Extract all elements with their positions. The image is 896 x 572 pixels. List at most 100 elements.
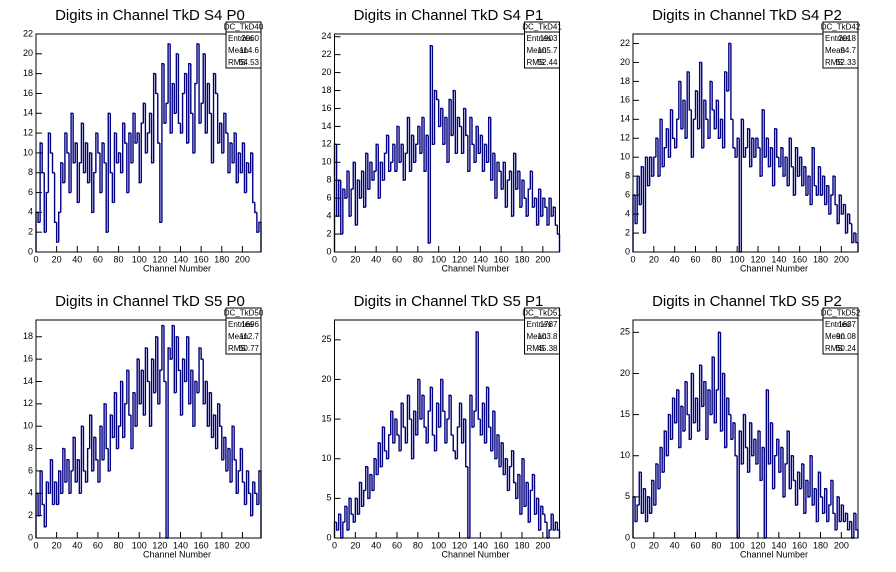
histogram-bin bbox=[163, 325, 167, 383]
histogram-bin bbox=[669, 109, 673, 158]
x-tick-label: 140 bbox=[771, 254, 786, 264]
stats-value: 1903 bbox=[540, 34, 558, 43]
histogram-bin bbox=[204, 380, 208, 404]
stats-value: 105.7 bbox=[537, 46, 558, 55]
histogram-bin bbox=[798, 472, 802, 490]
histogram-bin bbox=[103, 403, 107, 460]
histogram-bin bbox=[813, 147, 817, 187]
histogram-bin bbox=[177, 336, 181, 372]
histogram-bin bbox=[475, 125, 479, 163]
stats-value: 2060 bbox=[241, 34, 259, 43]
histogram-bin bbox=[523, 458, 527, 507]
histogram-bin bbox=[157, 93, 160, 144]
x-tick-label: 100 bbox=[431, 540, 446, 550]
histogram-bin bbox=[337, 513, 341, 531]
x-axis-label: Channel Number bbox=[740, 263, 808, 273]
histogram-panel: Digits in Channel TkD S5 P1 0 5 10 15 20 25 0 20… bbox=[321, 293, 562, 559]
histogram-bin bbox=[404, 152, 408, 181]
histogram-bin bbox=[177, 53, 181, 124]
histogram-bin bbox=[367, 153, 370, 190]
histogram-bin bbox=[247, 470, 251, 494]
x-tick-label: 160 bbox=[494, 540, 509, 550]
histogram-bin bbox=[239, 447, 243, 471]
histogram-bin bbox=[776, 128, 779, 158]
histogram-bin bbox=[726, 71, 729, 92]
x-tick-label: 20 bbox=[649, 254, 659, 264]
histogram-bin bbox=[142, 370, 146, 416]
histogram-bin bbox=[678, 80, 681, 120]
chart-title: Digits in Channel TkD S4 P2 bbox=[652, 7, 842, 24]
histogram-bin bbox=[379, 161, 383, 199]
histogram-bin bbox=[179, 123, 183, 134]
histogram-bin bbox=[788, 431, 792, 490]
histogram-bin bbox=[58, 470, 61, 505]
x-tick-label: 100 bbox=[730, 540, 745, 550]
stats-name: DC_TkD50 bbox=[224, 309, 264, 318]
x-tick-label: 40 bbox=[670, 254, 680, 264]
histogram-bin bbox=[481, 402, 485, 435]
x-tick-label: 20 bbox=[649, 540, 659, 550]
histogram-bin bbox=[523, 180, 527, 199]
histogram-bin bbox=[502, 442, 506, 476]
x-tick-label: 180 bbox=[214, 254, 229, 264]
histogram-bin bbox=[417, 125, 420, 145]
x-tick-label: 80 bbox=[114, 254, 124, 264]
histogram-bin bbox=[173, 325, 177, 394]
histogram-bin bbox=[521, 179, 525, 208]
histogram-bin bbox=[769, 422, 773, 464]
x-tick-label: 120 bbox=[452, 540, 467, 550]
histogram-bin bbox=[838, 194, 842, 224]
histogram-bin bbox=[465, 108, 468, 137]
y-tick-label: 20 bbox=[620, 57, 630, 67]
y-tick-label: 22 bbox=[23, 28, 33, 38]
x-tick-label: 180 bbox=[514, 254, 529, 264]
histogram-bin bbox=[537, 498, 541, 531]
stats-box bbox=[822, 21, 859, 69]
histogram-bin bbox=[45, 191, 49, 233]
histogram-bin bbox=[381, 426, 385, 467]
stats-box bbox=[822, 307, 859, 355]
histogram-bin bbox=[456, 426, 460, 459]
histogram-bin bbox=[753, 438, 756, 456]
y-tick-label: 20 bbox=[321, 374, 331, 384]
y-tick-label: 4 bbox=[28, 207, 33, 217]
histogram-bin bbox=[823, 176, 827, 206]
y-tick-label: 8 bbox=[625, 171, 630, 181]
histogram-bin bbox=[661, 447, 665, 473]
histogram-bin bbox=[828, 504, 831, 522]
histogram-bin bbox=[406, 116, 410, 154]
stats-value: 94.7 bbox=[840, 46, 856, 55]
x-tick-label: 140 bbox=[771, 540, 786, 550]
histogram-bin bbox=[121, 381, 125, 439]
histogram-bin bbox=[140, 122, 144, 183]
histogram-bin bbox=[659, 446, 663, 489]
histogram-bin bbox=[241, 448, 245, 483]
histogram-bin bbox=[444, 411, 447, 444]
histogram-bin bbox=[709, 80, 713, 139]
stats-label: Mean bbox=[825, 46, 845, 55]
x-tick-label: 0 bbox=[630, 540, 635, 550]
histogram-bin bbox=[210, 392, 214, 439]
x-tick-label: 200 bbox=[235, 254, 250, 264]
x-tick-label: 100 bbox=[132, 254, 147, 264]
x-tick-label: 40 bbox=[72, 254, 82, 264]
histogram-bin bbox=[117, 425, 121, 449]
histogram-bin bbox=[734, 422, 738, 457]
histogram-bin bbox=[41, 143, 45, 174]
histogram-bin bbox=[181, 358, 185, 416]
y-tick-label: 25 bbox=[321, 334, 331, 344]
histogram-bin bbox=[748, 128, 752, 168]
histogram-bin bbox=[826, 184, 829, 205]
histogram-bin bbox=[221, 426, 224, 461]
stats-value: 2018 bbox=[838, 34, 856, 43]
histogram-bin bbox=[544, 198, 547, 208]
x-tick-label: 100 bbox=[431, 254, 446, 264]
histogram-bin bbox=[655, 463, 658, 506]
histogram-bin bbox=[76, 143, 80, 204]
y-tick-label: 20 bbox=[321, 67, 331, 77]
histogram-bin bbox=[728, 398, 731, 416]
histogram-bin bbox=[682, 406, 686, 432]
histogram-bin bbox=[450, 395, 454, 436]
histogram-bin bbox=[498, 434, 502, 468]
histogram-bin bbox=[159, 369, 162, 404]
